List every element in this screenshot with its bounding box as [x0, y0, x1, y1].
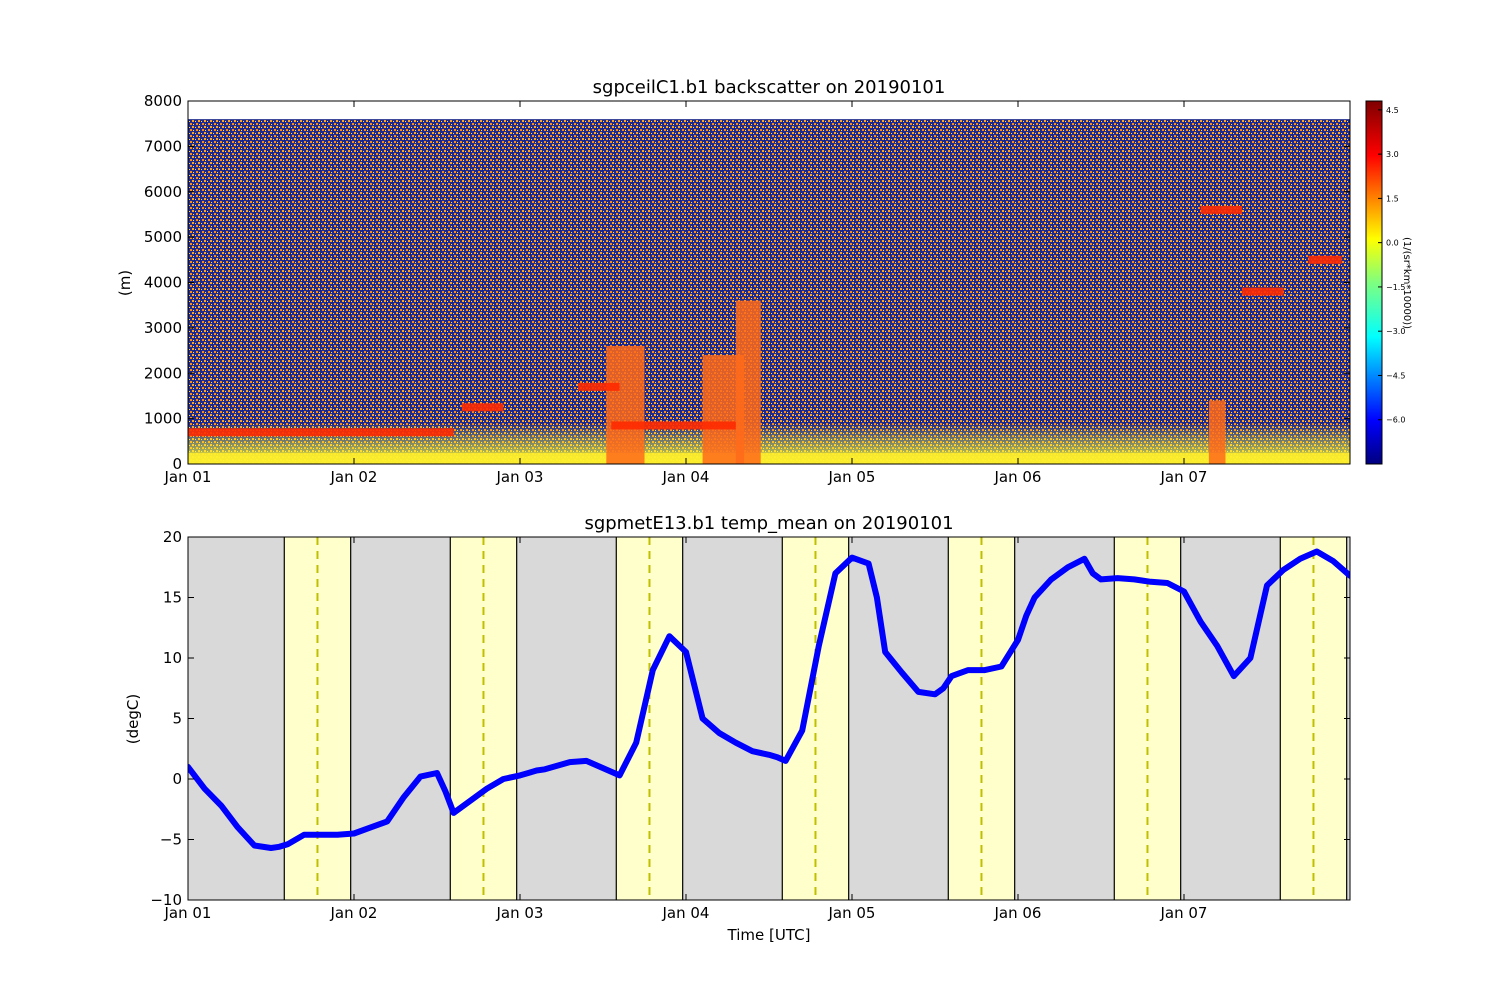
- y-tick-label: 5: [172, 710, 182, 728]
- cloud-layer-6: [1308, 255, 1342, 264]
- y-tick-label: 20: [163, 528, 182, 546]
- temperature-panel: sgpmetE13.b1 temp_mean on 20190101 −10 −5…: [124, 513, 1351, 944]
- x-tick-label: Jan 06: [994, 468, 1042, 486]
- x-tick-label: Jan 04: [662, 904, 710, 922]
- colorbar-tick-label: −6.0: [1386, 416, 1405, 425]
- x-tick-label: Jan 05: [828, 468, 876, 486]
- y-tick-label: 2000: [144, 364, 182, 382]
- surface-layer: [188, 452, 1350, 464]
- chart-title: sgpmetE13.b1 temp_mean on 20190101: [584, 513, 953, 534]
- y-tick-label: 5000: [144, 228, 182, 246]
- x-axis-label: Time [UTC]: [727, 926, 811, 944]
- cloud-layer-0: [188, 428, 454, 437]
- colorbar-tick-label: 4.5: [1386, 106, 1399, 115]
- x-tick-label: Jan 02: [330, 468, 378, 486]
- colorbar-label: (1/(sr*km*10000)): [1401, 237, 1412, 329]
- y-tick-label: 4000: [144, 274, 182, 292]
- backscatter-noise-field: [188, 119, 1350, 464]
- x-tick-label: Jan 02: [330, 904, 378, 922]
- precip-column-2: [735, 300, 761, 464]
- x-tick-label: Jan 06: [994, 904, 1042, 922]
- cloud-layer-4: [1200, 205, 1243, 214]
- y-axis-label: (degC): [124, 694, 142, 744]
- colorbar-tick-label: −4.5: [1386, 371, 1405, 380]
- y-tick-label: 8000: [144, 92, 182, 110]
- y-axis-label: (m): [116, 270, 134, 296]
- cloud-layer-5: [1242, 287, 1284, 296]
- x-tick-label: Jan 07: [1160, 468, 1208, 486]
- precip-column-0: [606, 346, 645, 464]
- x-tick-label: Jan 01: [164, 904, 212, 922]
- x-tick-label: Jan 04: [662, 468, 710, 486]
- x-tick-label: Jan 03: [496, 468, 544, 486]
- chart-title: sgpceilC1.b1 backscatter on 20190101: [593, 77, 946, 98]
- y-tick-label: 1000: [144, 410, 182, 428]
- y-tick-label: −10: [150, 891, 182, 909]
- colorbar-tick-label: −3.0: [1386, 327, 1405, 336]
- y-tick-label: 3000: [144, 319, 182, 337]
- cloud-layer-3: [611, 421, 736, 430]
- y-tick-label: 0: [172, 770, 182, 788]
- y-tick-label: 10: [163, 649, 182, 667]
- colorbar-tick-label: 1.5: [1386, 194, 1399, 203]
- y-tick-label: 6000: [144, 183, 182, 201]
- cloud-layer-1: [461, 403, 504, 412]
- temp-mean-line: [188, 548, 1350, 851]
- backscatter-panel: sgpceilC1.b1 backscatter on 20190101 0 10…: [116, 77, 1412, 486]
- x-tick-label: Jan 05: [828, 904, 876, 922]
- colorbar: [1365, 100, 1383, 465]
- x-tick-label: Jan 07: [1160, 904, 1208, 922]
- y-tick-label: 0: [172, 455, 182, 473]
- y-tick-label: 15: [163, 589, 182, 607]
- x-tick-label: Jan 03: [496, 904, 544, 922]
- backscatter-heatmap: [188, 119, 1350, 464]
- cloud-layer-2: [578, 382, 620, 391]
- x-tick-label: Jan 01: [164, 468, 212, 486]
- precip-column-3: [1208, 400, 1226, 464]
- colorbar-tick-label: 3.0: [1386, 150, 1399, 159]
- colorbar-tick-label: −1.5: [1386, 283, 1405, 292]
- colorbar-tick-label: 0.0: [1386, 239, 1399, 248]
- y-tick-label: −5: [160, 831, 182, 849]
- y-tick-label: 7000: [144, 137, 182, 155]
